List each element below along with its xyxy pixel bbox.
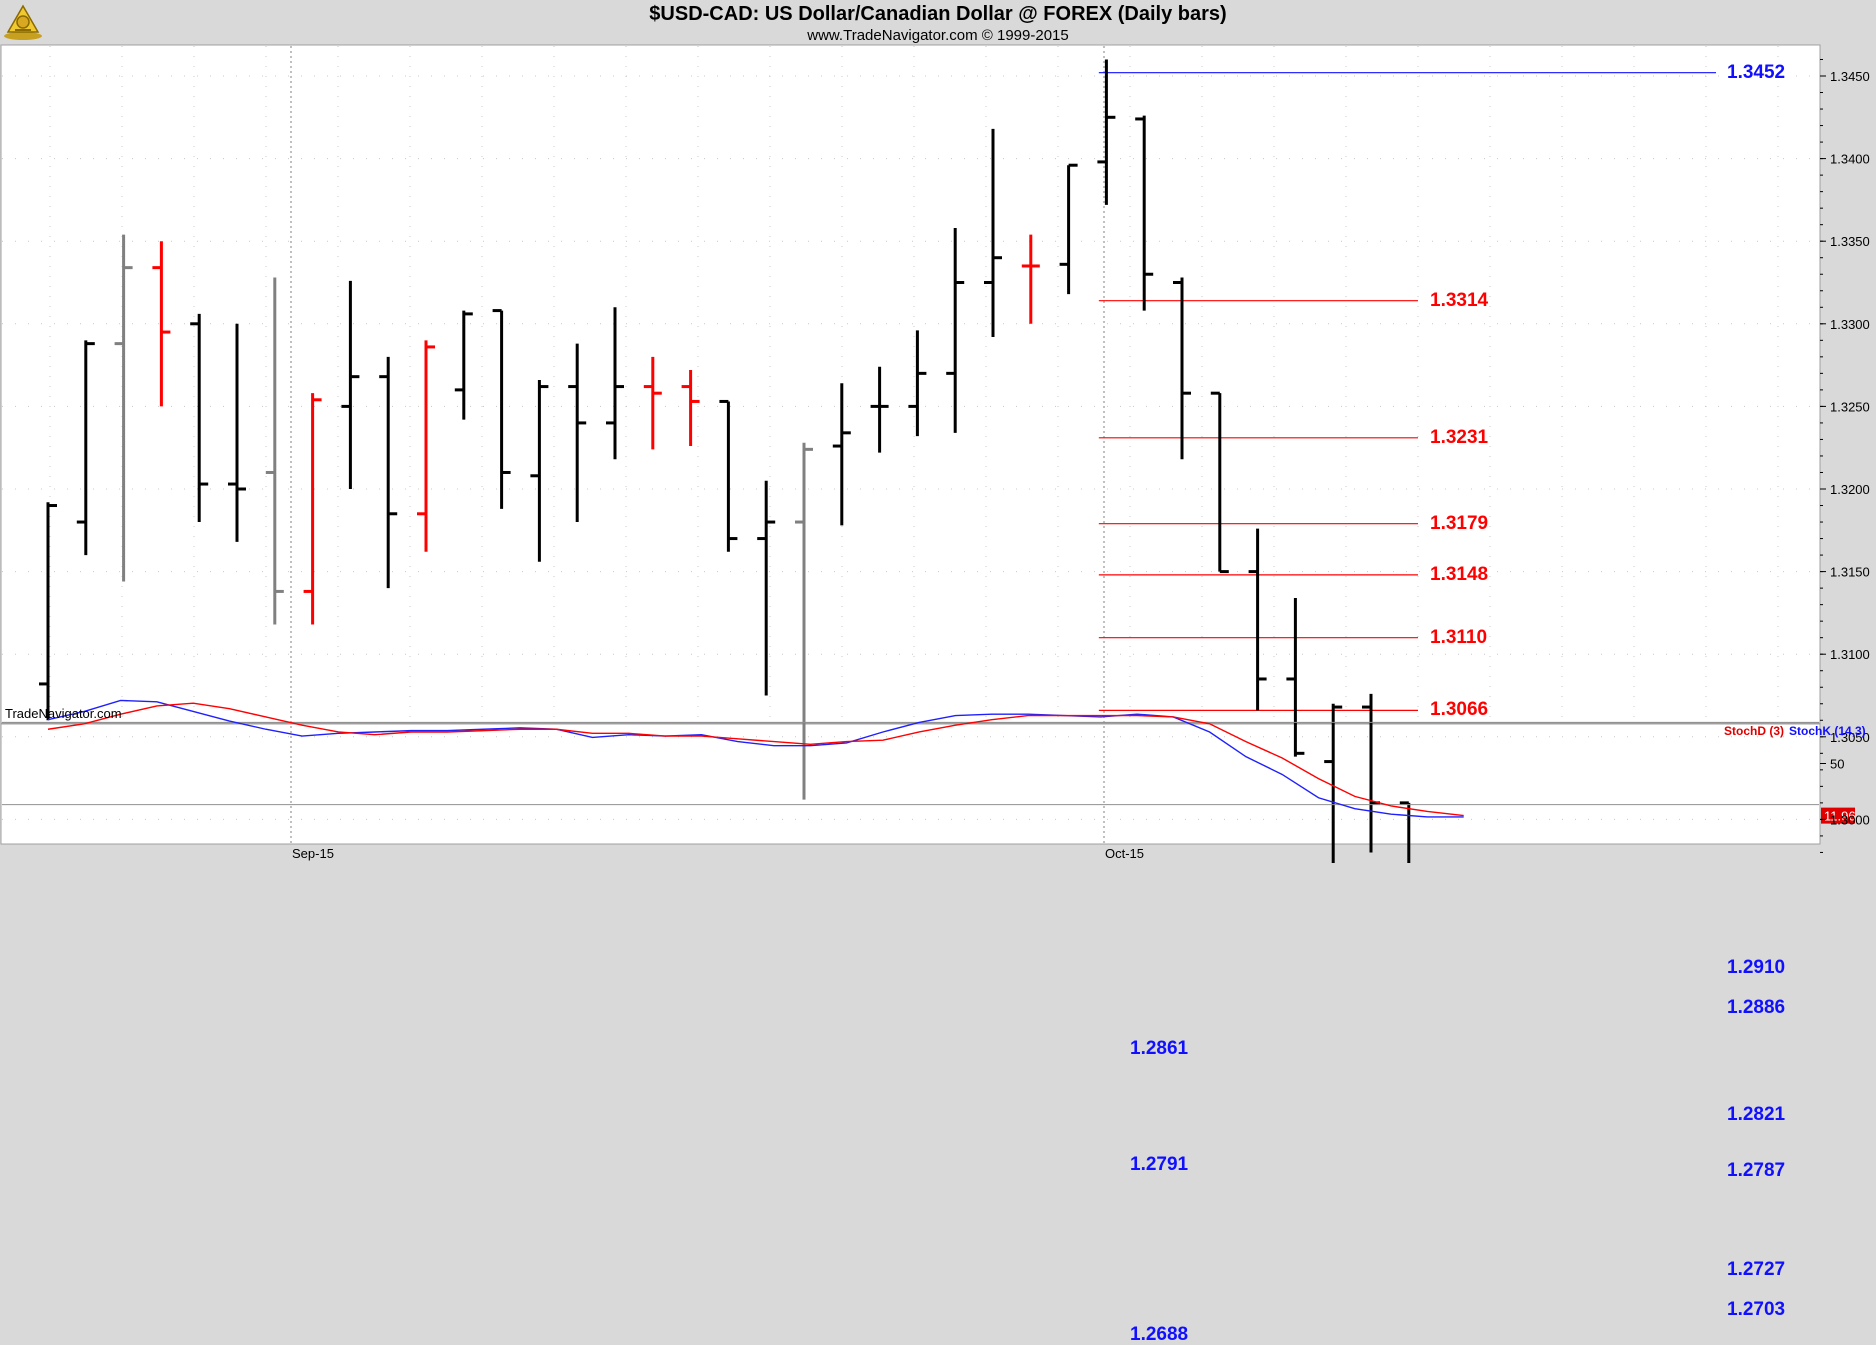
level-label: 1.2886 [1727,996,1786,1018]
ohlc-bar [908,330,927,437]
ohlc-bar [492,309,511,509]
level-label: 1.3110 [1430,626,1488,648]
level-label: 1.3148 [1430,563,1489,585]
stoch-series-line [47,702,1464,817]
ohlc-bar [114,234,133,582]
stoch-k-legend: StochK (14,3) [1789,724,1866,738]
date-axis: Sep-15 Oct-15 [292,846,1144,861]
y-tick-label: 1.3450 [1830,69,1870,84]
ohlc-bar [39,502,57,721]
trade-navigator-logo [4,4,42,40]
level-label: 1.2861 [1130,1038,1189,1060]
ohlc-bar [1173,277,1191,460]
ohlc-bar [190,313,209,523]
ohlc-bar [1059,163,1078,295]
stoch-series-line [47,699,1464,818]
watermark: TradeNavigator.com [5,706,122,721]
price-axis: 1.3450 1.3400 1.3350 1.3300 1.3250 1.3200 1.31… [1820,58,1870,853]
stoch-last-box [1821,807,1855,824]
level-label: 1.2688 [1130,1323,1189,1345]
level-label: 1.3314 [1430,289,1489,311]
level-label: 1.2791 [1130,1153,1189,1175]
ohlc-bar [1399,801,1411,863]
level-label: 1.3231 [1430,426,1489,448]
price-bars [39,59,1411,863]
ohlc-bar [1135,115,1154,311]
ohlc-bar [1097,59,1116,205]
ohlc-bar [1248,528,1267,711]
ohlc-bar [606,307,624,460]
x-tick-label: Sep-15 [292,846,334,861]
level-label: 1.2787 [1727,1160,1786,1182]
ohlc-bar [1324,703,1343,863]
y-tick-label: 1.3350 [1830,234,1870,249]
ohlc-bar [1210,391,1229,574]
y-tick-label: 1.3100 [1830,647,1870,662]
ohlc-bar [303,393,322,625]
chart-subtitle: www.TradeNavigator.com © 1999-2015 [807,27,1069,44]
ohlc-bar [681,370,700,447]
ohlc-bar [870,366,889,453]
ohlc-bar [379,356,398,589]
level-label: 1.2703 [1727,1299,1786,1321]
ohlc-bar [719,399,738,552]
ohlc-bar [454,310,473,420]
ohlc-bar [530,379,549,562]
y-tick-label: 1.3300 [1830,317,1870,332]
stochastic-panel [0,723,1821,845]
ohlc-bar [265,277,284,625]
ohlc-bar [1286,598,1305,757]
level-label: 1.3066 [1430,699,1489,721]
ohlc-bar [568,343,587,523]
stoch-last-label: 11.96 [1824,809,1856,824]
y-tick-label: 1.3050 [1830,730,1870,745]
y-tick-label: 1.3200 [1830,482,1870,497]
level-label: 1.3179 [1430,512,1489,534]
chart-title: $USD-CAD: US Dollar/Canadian Dollar @ FO… [649,3,1227,25]
ohlc-bar [76,340,95,556]
stoch-d-legend: StochD (3) [1724,724,1784,738]
level-label: 1.2910 [1727,957,1786,979]
ohlc-bar [228,323,246,542]
ohlc-bar [795,442,813,800]
ohlc-bar [643,356,662,450]
y-tick-label: 1.3250 [1830,399,1870,414]
ohlc-bar [152,241,171,407]
y-tick-label: 1.3400 [1830,152,1870,167]
level-label: 1.2821 [1727,1104,1786,1126]
stoch-tick-label: 50 [1830,757,1844,772]
ohlc-bar [984,128,1002,338]
ohlc-bar [832,383,851,526]
ohlc-bar [341,280,360,489]
level-label: 1.2727 [1727,1259,1786,1281]
ohlc-bar [757,480,776,696]
stochastic-lines: 50 11.96 [2,699,1856,824]
y-tick-label: 1.3150 [1830,565,1870,580]
ohlc-bar [946,227,965,433]
ohlc-bar [417,340,435,552]
level-label: 1.3452 [1727,61,1786,83]
x-tick-label: Oct-15 [1105,846,1144,861]
ohlc-bar [1021,234,1040,324]
y-tick-label: 1.3000 [1830,812,1870,827]
price-panel [0,44,1821,724]
